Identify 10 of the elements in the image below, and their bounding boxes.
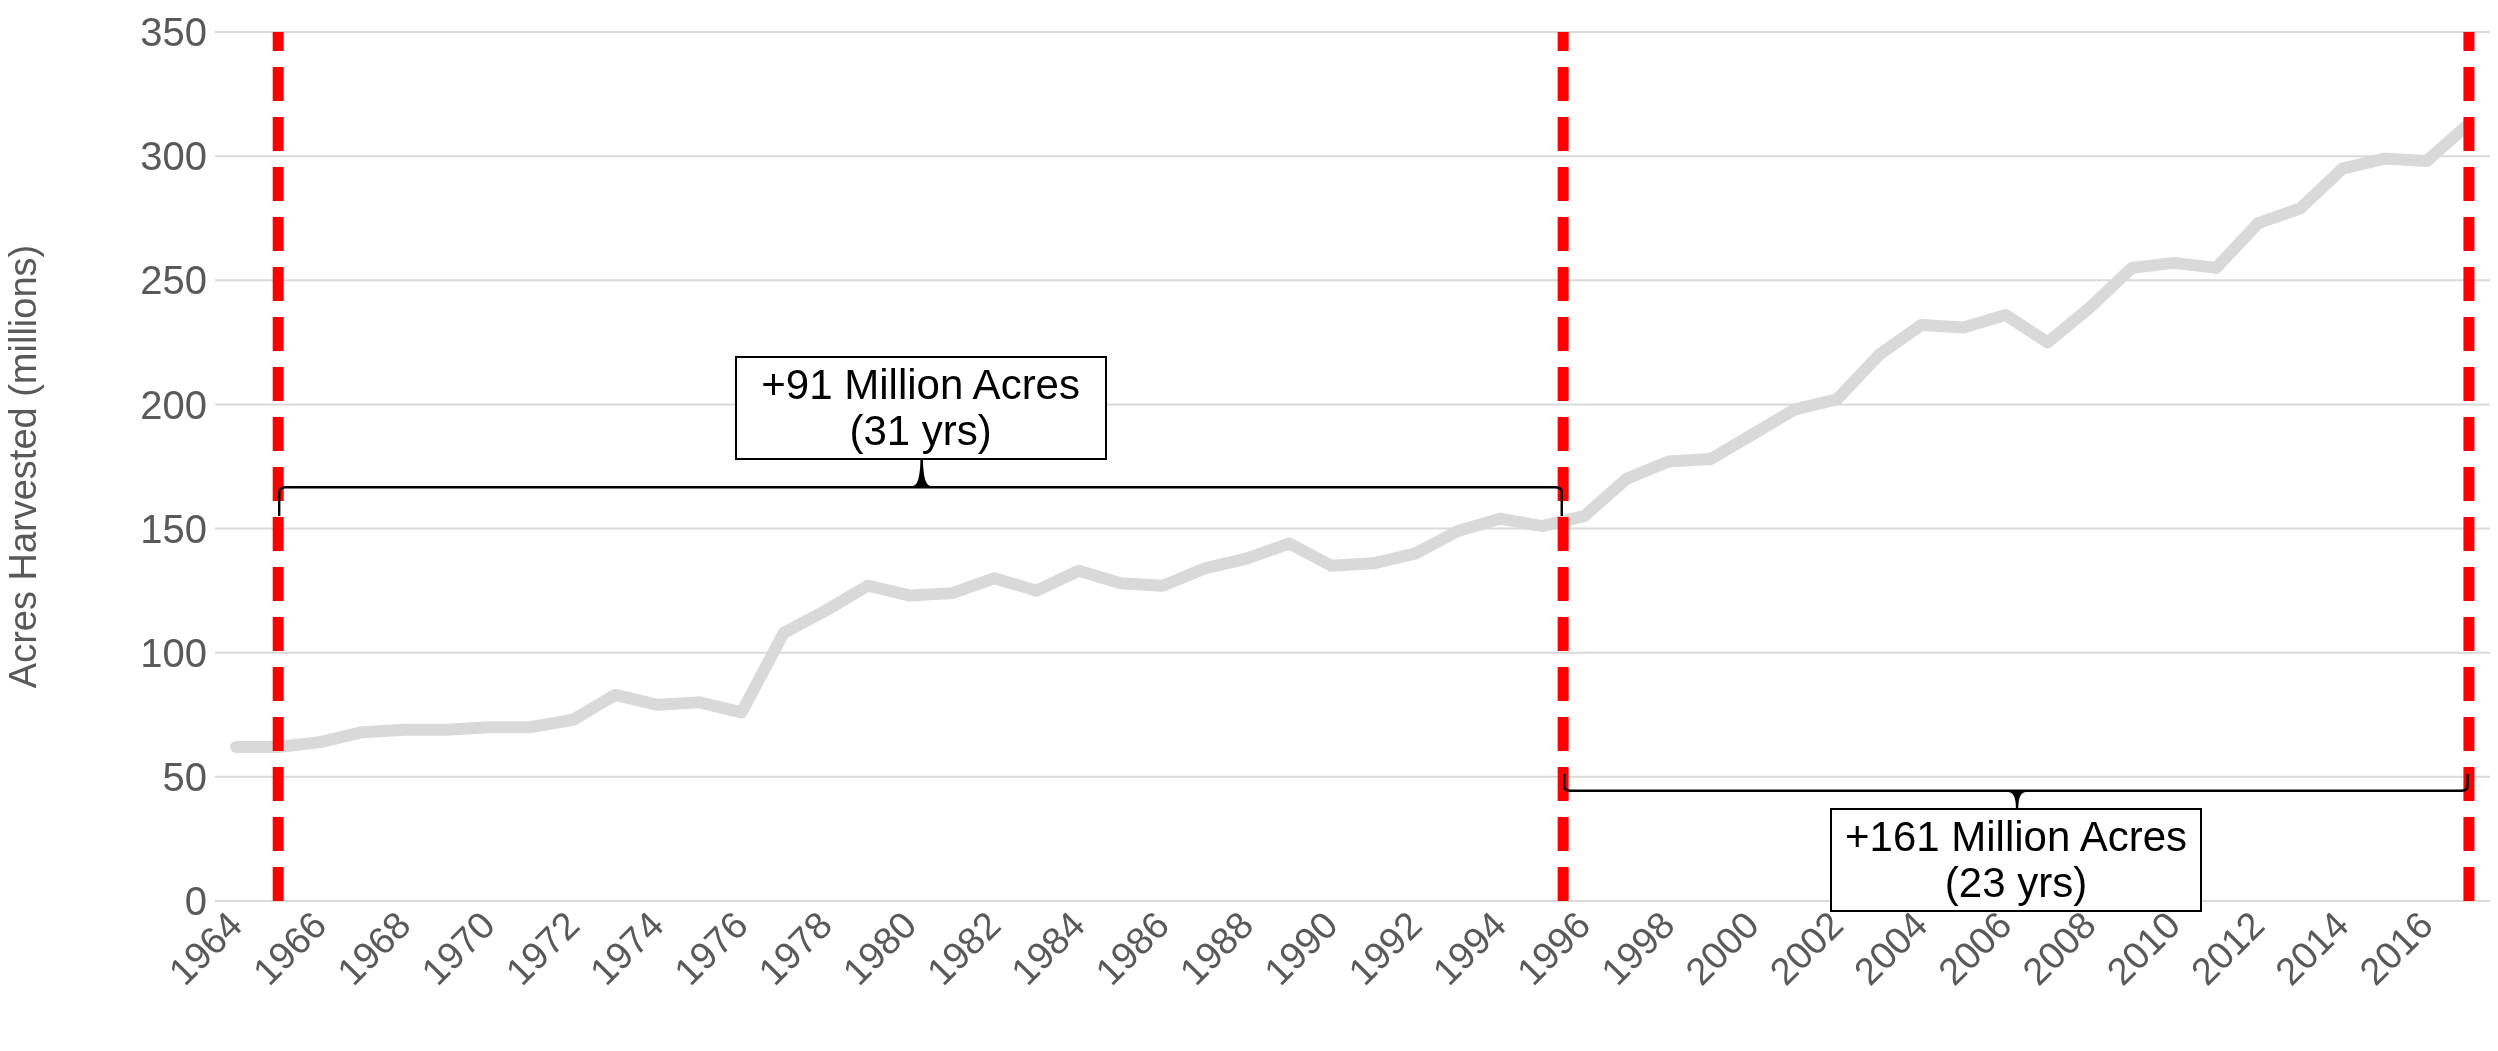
annotation: +91 Million Acres (31 yrs) [734,356,1107,460]
y-tick-label: 250 [140,258,207,303]
y-tick-label: 300 [140,134,207,179]
y-tick-label: 100 [140,630,207,675]
y-tick-label: 200 [140,382,207,427]
y-tick-label: 350 [140,10,207,55]
y-axis-title: Acres Harvested (millions) [2,244,45,689]
annotation: +161 Million Acres (23 yrs) [1845,813,2188,906]
y-tick-label: 50 [162,755,207,800]
y-tick-label: 150 [140,506,207,551]
